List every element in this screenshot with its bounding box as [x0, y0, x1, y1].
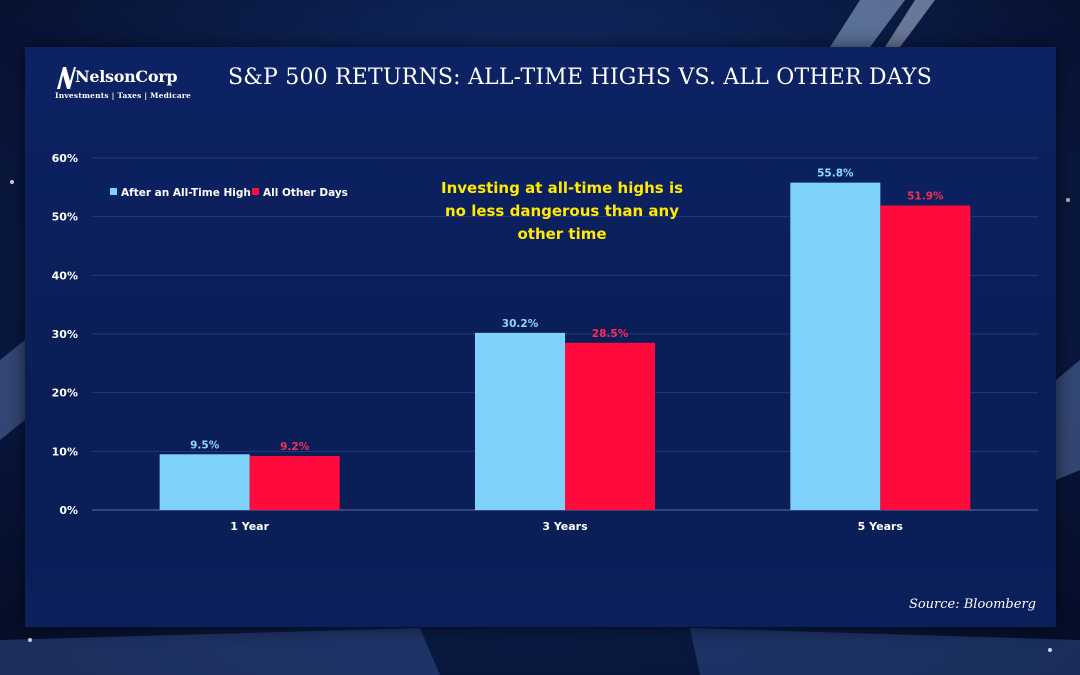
y-tick-label: 50% [52, 211, 78, 224]
data-label: 9.2% [280, 441, 310, 453]
y-tick-label: 60% [52, 152, 78, 165]
y-tick-label: 40% [52, 269, 78, 282]
bar-all-time-high [475, 332, 565, 510]
data-label: 9.5% [190, 439, 220, 451]
legend-label: All Other Days [263, 187, 348, 199]
chart-title: S&P 500 RETURNS: ALL-TIME HIGHS VS. ALL … [228, 65, 932, 90]
logo-name: NelsonCorp [75, 67, 178, 86]
legend-swatch [110, 188, 117, 195]
x-tick-label: 3 Years [542, 520, 588, 533]
y-tick-label: 20% [52, 387, 78, 400]
bar-all-time-high [159, 454, 250, 510]
n-logo-icon [57, 67, 76, 89]
annotation-line: no less dangerous than any [445, 202, 679, 220]
data-label: 55.8% [817, 168, 854, 180]
logo-tagline: Investments | Taxes | Medicare [55, 91, 192, 100]
x-tick-label: 1 Year [230, 520, 269, 533]
data-label: 51.9% [907, 191, 944, 203]
y-tick-label: 10% [52, 445, 78, 458]
bars: 9.5% 9.2% 30.2% 28.5% 55.8% 51.9% [159, 168, 971, 510]
x-tick-label: 5 Years [858, 520, 904, 533]
x-axis-ticks: 1 Year 3 Years 5 Years [230, 520, 903, 533]
y-axis-ticks: 0% 10% 20% 30% 40% 50% 60% [52, 152, 78, 517]
legend: After an All-Time High All Other Days [110, 187, 348, 199]
bar-other-days [880, 205, 971, 510]
annotation-line: other time [517, 225, 606, 243]
nelsoncorp-logo: NelsonCorp Investments | Taxes | Medicar… [55, 65, 215, 103]
y-tick-label: 0% [59, 504, 78, 517]
legend-label: After an All-Time High [121, 187, 251, 199]
source-note: Source: Bloomberg [908, 597, 1036, 612]
annotation-line: Investing at all-time highs is [441, 179, 683, 197]
bar-other-days [565, 342, 655, 510]
y-tick-label: 30% [52, 328, 78, 341]
data-label: 30.2% [502, 318, 539, 330]
data-label: 28.5% [592, 328, 629, 340]
legend-swatch [252, 188, 259, 195]
bar-all-time-high [790, 182, 881, 510]
annotation: Investing at all-time highs is no less da… [441, 179, 683, 243]
bar-other-days [249, 456, 340, 510]
